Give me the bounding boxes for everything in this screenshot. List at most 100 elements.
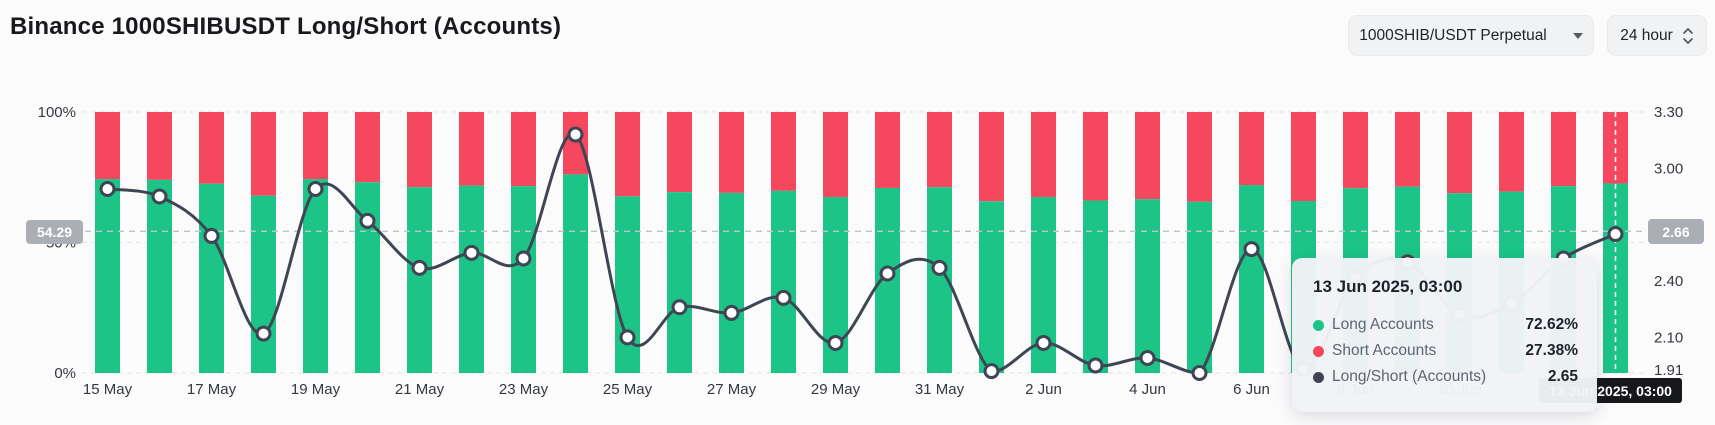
pair-select[interactable]: 1000SHIB/USDT Perpetual: [1348, 15, 1594, 56]
ratio-line-marker[interactable]: [931, 259, 948, 276]
bar-long-segment[interactable]: [95, 179, 120, 373]
bar-short-segment[interactable]: [1187, 112, 1212, 202]
bar-long-segment[interactable]: [719, 192, 744, 373]
bar-short-segment[interactable]: [459, 112, 484, 186]
left-axis-tick: 0%: [54, 365, 76, 382]
bar-long-segment[interactable]: [1239, 185, 1264, 373]
ratio-line-marker[interactable]: [411, 259, 428, 276]
bar-short-segment[interactable]: [1291, 112, 1316, 202]
ratio-line-marker[interactable]: [1139, 349, 1156, 366]
ratio-line-marker[interactable]: [1035, 334, 1052, 351]
bar-short-segment[interactable]: [1343, 112, 1368, 189]
ratio-line-marker[interactable]: [1191, 365, 1208, 381]
ratio-line-marker[interactable]: [671, 299, 688, 316]
bar-short-segment[interactable]: [719, 112, 744, 193]
tooltip-row-short: Short Accounts 27.38%: [1313, 338, 1578, 364]
ratio-line-marker[interactable]: [619, 329, 636, 346]
bar-short-segment[interactable]: [1135, 112, 1160, 200]
bar-short-segment[interactable]: [355, 112, 380, 183]
bar-short-segment[interactable]: [1239, 112, 1264, 186]
bar-long-segment[interactable]: [1083, 200, 1108, 373]
ratio-line-marker[interactable]: [775, 289, 792, 306]
crosshair-right-badge: 2.66: [1648, 219, 1704, 244]
right-axis-tick: 3.00: [1654, 160, 1683, 177]
ratio-line-marker[interactable]: [515, 250, 532, 267]
bar-short-segment[interactable]: [1031, 112, 1056, 198]
bar-long-segment[interactable]: [407, 187, 432, 373]
bar-long-segment[interactable]: [771, 190, 796, 373]
crosshair-left-badge: 54.29: [26, 220, 83, 244]
bar-short-segment[interactable]: [927, 112, 952, 188]
x-axis-tick: 25 May: [603, 381, 653, 398]
bar-short-segment[interactable]: [251, 112, 276, 196]
bar-short-segment[interactable]: [303, 112, 328, 180]
bar-short-segment[interactable]: [1447, 112, 1472, 194]
bar-short-segment[interactable]: [1499, 112, 1524, 192]
ratio-line-marker[interactable]: [99, 180, 116, 197]
chevron-down-icon: [1572, 32, 1583, 39]
bar-short-segment[interactable]: [771, 112, 796, 191]
interval-select[interactable]: 24 hour: [1607, 15, 1707, 56]
tooltip-row-label: Long Accounts: [1332, 316, 1434, 333]
interval-select-value: 24 hour: [1620, 26, 1673, 44]
tooltip-row-value: 27.38%: [1525, 342, 1578, 359]
x-axis-tick: 29 May: [811, 381, 861, 398]
bar-short-segment[interactable]: [407, 112, 432, 188]
right-axis-tick: 2.40: [1654, 273, 1683, 290]
ratio-line-marker[interactable]: [983, 363, 1000, 380]
bar-short-segment[interactable]: [511, 112, 536, 187]
x-axis-tick: 17 May: [187, 381, 237, 398]
bar-long-segment[interactable]: [303, 179, 328, 373]
x-axis-tick: 19 May: [291, 381, 341, 398]
short-accounts-dot-icon: [1313, 345, 1324, 357]
bar-short-segment[interactable]: [667, 112, 692, 193]
ratio-line-marker[interactable]: [1087, 357, 1104, 374]
bar-short-segment[interactable]: [1083, 112, 1108, 201]
bar-long-segment[interactable]: [199, 183, 224, 373]
ratio-line-marker[interactable]: [151, 188, 168, 205]
ratio-line-marker[interactable]: [203, 227, 220, 244]
ratio-line-marker[interactable]: [1607, 226, 1624, 243]
bar-short-segment[interactable]: [823, 112, 848, 198]
bar-long-segment[interactable]: [1135, 199, 1160, 373]
bar-short-segment[interactable]: [1395, 112, 1420, 187]
ratio-line-marker[interactable]: [567, 126, 584, 143]
tooltip-title: 13 Jun 2025, 03:00: [1313, 277, 1463, 296]
ratio-line-marker[interactable]: [359, 212, 376, 229]
ratio-line-marker[interactable]: [1243, 241, 1260, 258]
bar-short-segment[interactable]: [1551, 112, 1576, 187]
right-axis-tick: 3.30: [1654, 104, 1683, 121]
long-short-ratio-dot-icon: [1313, 371, 1324, 383]
bar-short-segment[interactable]: [199, 112, 224, 184]
tooltip-row-value: 2.65: [1547, 368, 1578, 385]
long-accounts-dot-icon: [1313, 319, 1324, 331]
bar-long-segment[interactable]: [459, 185, 484, 373]
bar-long-segment[interactable]: [511, 186, 536, 373]
ratio-line-marker[interactable]: [723, 304, 740, 321]
bar-short-segment[interactable]: [875, 112, 900, 188]
chart-tooltip: 13 Jun 2025, 03:00 Long Accounts 72.62% …: [1292, 258, 1597, 412]
bar-long-segment[interactable]: [147, 179, 172, 373]
x-axis-tick: 2 Jun: [1025, 381, 1062, 398]
bar-long-segment[interactable]: [251, 195, 276, 373]
bar-long-segment[interactable]: [563, 174, 588, 373]
ratio-line-marker[interactable]: [879, 265, 896, 282]
left-axis-tick: 100%: [38, 104, 76, 121]
bar-long-segment[interactable]: [979, 201, 1004, 373]
bar-short-segment[interactable]: [615, 112, 640, 197]
ratio-line-marker[interactable]: [827, 334, 844, 351]
bar-short-segment[interactable]: [563, 112, 588, 175]
bar-short-segment[interactable]: [979, 112, 1004, 202]
tooltip-row-long: Long Accounts 72.62%: [1313, 312, 1578, 338]
bar-short-segment[interactable]: [95, 112, 120, 180]
ratio-line-marker[interactable]: [463, 244, 480, 261]
ratio-line-marker[interactable]: [307, 180, 324, 197]
right-axis-tick: 1.91: [1654, 362, 1683, 379]
bar-long-segment[interactable]: [667, 192, 692, 373]
bar-short-segment[interactable]: [147, 112, 172, 180]
x-axis-tick: 6 Jun: [1233, 381, 1270, 398]
x-axis-tick: 4 Jun: [1129, 381, 1166, 398]
bar-long-segment[interactable]: [1187, 201, 1212, 373]
ratio-line-marker[interactable]: [255, 325, 272, 342]
